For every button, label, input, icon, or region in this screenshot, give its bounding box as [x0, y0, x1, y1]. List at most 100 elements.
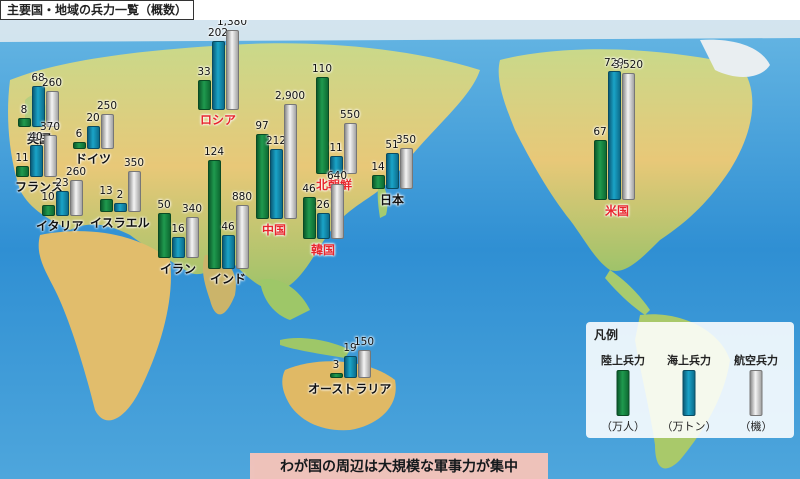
air-bar	[344, 122, 357, 174]
navy-value-label: 729	[603, 57, 625, 70]
summary-banner: わが国の周辺は大規模な軍事力が集中	[250, 453, 548, 479]
army-bar	[330, 373, 343, 378]
army-bar	[42, 205, 55, 216]
world-map-background	[0, 20, 800, 479]
army-value-label: 3	[332, 359, 340, 371]
legend-army-swatch	[616, 370, 630, 416]
army-bar	[256, 133, 269, 219]
navy-value-label: 202	[207, 27, 229, 40]
air-bar	[358, 350, 371, 378]
air-value-label: 2,900	[274, 89, 306, 102]
navy-bar	[56, 191, 69, 216]
country-name: フランス	[15, 180, 63, 194]
navy-value-label: 51	[385, 139, 399, 152]
navy-bar	[330, 156, 343, 174]
air-value-label: 350	[123, 156, 145, 169]
air-value-label: 640	[326, 169, 348, 182]
air-value-label: 550	[339, 108, 361, 121]
country-name: 日本	[380, 193, 405, 207]
legend-air-unit: （機）	[739, 420, 773, 433]
country-name: イタリア	[36, 219, 84, 233]
country-name: 中国	[262, 223, 287, 237]
country-name: 韓国	[311, 243, 336, 257]
army-bar	[208, 160, 221, 269]
army-value-label: 8	[20, 104, 28, 117]
legend-army-unit: （万人）	[601, 420, 645, 433]
navy-value-label: 68	[31, 72, 45, 85]
army-bar	[372, 174, 385, 189]
air-bar	[400, 147, 413, 189]
navy-bar	[32, 86, 45, 127]
army-value-label: 124	[203, 146, 225, 159]
air-bar	[46, 91, 59, 127]
army-bar	[73, 141, 86, 149]
navy-value-label: 23	[55, 177, 69, 190]
navy-bar	[212, 41, 225, 110]
army-bar	[18, 118, 31, 127]
army-value-label: 10	[41, 191, 55, 204]
navy-value-label: 212	[265, 134, 287, 147]
air-value-label: 340	[181, 203, 203, 216]
air-value-label: 150	[353, 336, 375, 349]
navy-bar	[114, 203, 127, 212]
legend: 凡例 陸上兵力 海上兵力 航空兵力 （万人） （万トン） （機）	[586, 322, 794, 438]
air-value-label: 880	[231, 190, 253, 203]
army-value-label: 97	[255, 119, 269, 132]
army-bar	[316, 77, 329, 174]
army-bar	[100, 198, 113, 212]
navy-value-label: 40	[29, 131, 43, 144]
legend-air-swatch	[749, 370, 763, 416]
air-bar	[128, 170, 141, 212]
navy-bar	[30, 145, 43, 177]
legend-navy-swatch	[682, 370, 696, 416]
navy-value-label: 16	[171, 223, 185, 236]
army-value-label: 6	[75, 127, 83, 140]
country-name: 米国	[605, 204, 630, 218]
air-bar	[44, 134, 57, 177]
country-name: インド	[210, 272, 247, 286]
legend-title: 凡例	[594, 328, 619, 342]
air-bar	[186, 217, 199, 258]
legend-navy-unit: （万トン）	[661, 420, 717, 433]
air-bar	[70, 180, 83, 216]
country-name: ロシア	[200, 113, 237, 127]
air-value-label: 3,520	[612, 59, 644, 72]
army-bar	[16, 165, 29, 177]
army-value-label: 67	[593, 126, 607, 139]
navy-value-label: 19	[343, 341, 357, 354]
navy-value-label: 46	[221, 221, 235, 234]
army-value-label: 11	[15, 151, 29, 164]
country-name: ドイツ	[75, 152, 112, 166]
air-bar	[284, 103, 297, 219]
navy-bar	[317, 213, 330, 239]
navy-value-label: 2	[116, 189, 124, 202]
air-bar	[236, 204, 249, 269]
legend-army-label: 陸上兵力	[601, 354, 645, 367]
army-value-label: 46	[302, 183, 316, 196]
navy-bar	[172, 237, 185, 258]
navy-bar	[270, 148, 283, 219]
navy-bar	[222, 235, 235, 269]
air-value-label: 260	[41, 77, 63, 90]
navy-bar	[608, 71, 621, 200]
air-value-label: 260	[65, 166, 87, 179]
legend-air-label: 航空兵力	[734, 354, 778, 367]
world-map: 8 68 260 英国 6 20 250 ドイツ 11 40 370 フランス 10 23 260 イタリア 1…	[0, 20, 800, 479]
army-value-label: 110	[311, 63, 333, 76]
navy-value-label: 11	[329, 142, 343, 155]
army-bar	[303, 197, 316, 239]
navy-value-label: 20	[86, 111, 100, 124]
country-name: イラン	[160, 262, 197, 276]
army-value-label: 33	[197, 65, 211, 78]
figure-title: 主要国・地域の兵力一覧（概数）	[0, 0, 195, 20]
army-value-label: 14	[371, 160, 385, 173]
navy-bar	[386, 153, 399, 189]
air-bar	[226, 29, 239, 110]
country-name: オーストラリア	[308, 382, 392, 396]
army-bar	[594, 140, 607, 200]
navy-value-label: 26	[316, 199, 330, 212]
air-bar	[101, 113, 114, 149]
army-bar	[158, 213, 171, 258]
air-bar	[331, 183, 344, 239]
air-value-label: 1,380	[216, 20, 248, 28]
